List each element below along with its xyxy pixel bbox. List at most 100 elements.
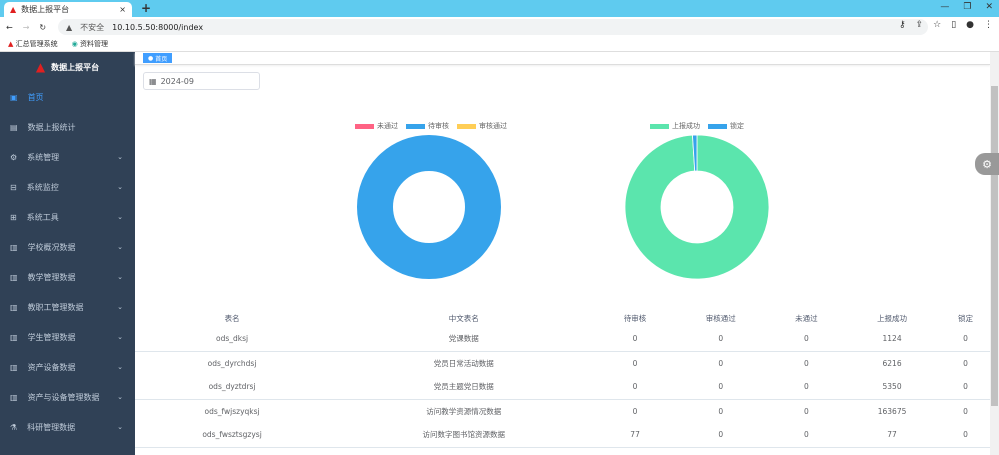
chevron-down-icon: ⌄ (117, 213, 123, 221)
scrollbar-thumb[interactable] (991, 86, 998, 406)
legend-label: 待审核 (428, 122, 449, 130)
table-row: ods_fwsztsgzysj 访问数字图书馆资源数据 77 0 0 77 0 (135, 423, 990, 448)
close-tab-icon[interactable]: × (119, 5, 126, 14)
share-icon[interactable]: ⇪ (915, 20, 924, 30)
table-row: ods_dksj 党课数据 0 0 0 1124 0 (135, 327, 990, 352)
sidebar-item-label: 系统监控 (26, 182, 59, 192)
chart-icon: ▥ (10, 242, 18, 252)
bookmark[interactable]: ◉ 资料管理 (72, 39, 108, 49)
menu-icon[interactable]: ⋮ (984, 20, 993, 30)
profile-icon[interactable]: ● (966, 20, 974, 30)
main-content: ● 首页 ▦ 2024-09 未通过 待审核 审核通过 上报成功 锁定 表名 中文表名 待审核… (135, 52, 990, 455)
bookmark[interactable]: ▲ 汇总管理系统 (8, 39, 58, 49)
table-cell: 党员主题党日数据 (329, 375, 599, 400)
chart-icon: ▥ (10, 362, 18, 372)
sidebar: ▲ 数据上报平台 ▣ 首页 ▤ 数据上报统计 ⚙ 系统管理 ⌄ ⊟ 系统监控 ⌄ ⊞ 系统工具 ⌄ ▥ 学校概… (0, 52, 135, 455)
chevron-down-icon: ⌄ (117, 243, 123, 251)
legend-item[interactable]: 锁定 (708, 121, 744, 131)
table-cell: 0 (769, 423, 844, 448)
data-table: 表名 中文表名 待审核 审核通过 未通过 上报成功 锁定 ods_dksj 党课数据 0 0 0 11… (135, 309, 990, 448)
legend-label: 上报成功 (672, 122, 700, 130)
reload-icon[interactable]: ↻ (39, 22, 47, 32)
sidebar-item-label: 系统工具 (26, 212, 59, 222)
back-icon[interactable]: ← (6, 22, 13, 32)
tag-home[interactable]: ● 首页 (143, 53, 173, 63)
table-cell: 0 (598, 375, 672, 400)
browser-tab-bar: ▲ 数据上报平台 × + — ❐ ✕ (0, 0, 999, 17)
legend-swatch (457, 123, 476, 129)
table-cell: 访问数字图书馆资源数据 (329, 423, 599, 448)
legend-item[interactable]: 审核通过 (457, 121, 507, 131)
sidepanel-icon[interactable]: ▯ (951, 20, 957, 30)
sidebar-item[interactable]: ▥ 学校概况数据 ⌄ (0, 232, 135, 262)
column-header: 待审核 (623, 313, 647, 323)
legend-swatch (650, 123, 669, 129)
sidebar-item[interactable]: ⊟ 系统监控 ⌄ (0, 172, 135, 202)
table-cell: 0 (632, 406, 638, 416)
app-title: 数据上报平台 (51, 62, 100, 72)
sidebar-item[interactable]: ▤ 数据上报统计 (0, 112, 135, 142)
logo-icon: ▲ (35, 60, 46, 74)
donut-slice[interactable] (692, 134, 698, 172)
sidebar-item[interactable]: ▥ 学生管理数据 ⌄ (0, 322, 135, 352)
table-cell: 0 (671, 375, 770, 400)
minimize-icon[interactable]: — (940, 2, 950, 12)
bookmark-logo-icon: ▲ (8, 40, 14, 48)
table-cell: ods_fwsztsgzysj (135, 423, 330, 448)
month-picker[interactable]: ▦ 2024-09 (143, 72, 260, 90)
sidebar-item[interactable]: ⚗ 科研管理数据 ⌄ (0, 412, 135, 442)
sidebar-item[interactable]: ▥ 教职工管理数据 ⌄ (0, 292, 135, 322)
key-icon[interactable]: ⚷ (898, 20, 906, 30)
column-header: 表名 (224, 313, 240, 323)
settings-gear-button[interactable]: ⚙ (975, 153, 999, 175)
url-field[interactable]: ▲ 不安全 10.10.5.50:8000/index (58, 19, 928, 35)
scrollbar[interactable] (990, 52, 999, 455)
browser-tab[interactable]: ▲ 数据上报平台 × (4, 2, 132, 17)
table-cell: 0 (941, 423, 990, 448)
gear-icon: ⚙ (982, 157, 992, 171)
flask-icon: ⚗ (10, 422, 18, 432)
sidebar-item-label: 教职工管理数据 (27, 302, 84, 312)
donut-chart-report (624, 134, 770, 280)
legend-label: 未通过 (377, 122, 398, 130)
sidebar-item[interactable]: ▥ 资产与设备管理数据 ⌄ (0, 382, 135, 412)
sidebar-item-label: 首页 (27, 92, 44, 102)
table-cell: 0 (671, 423, 770, 448)
warning-icon: ▲ (66, 22, 73, 32)
legend-item[interactable]: 待审核 (406, 121, 449, 131)
dashboard-icon: ▣ (10, 92, 18, 102)
security-label: 不安全 (80, 22, 105, 32)
table-cell: 163675 (877, 406, 907, 416)
new-tab-button[interactable]: + (141, 1, 152, 15)
close-window-icon[interactable]: ✕ (985, 2, 993, 12)
sidebar-item[interactable]: ▥ 教学管理数据 ⌄ (0, 262, 135, 292)
address-bar-row: ← → ↻ ▲ 不安全 10.10.5.50:8000/index ⚷ ⇪ ☆ ▯ ● ⋮ (0, 17, 999, 37)
tag-label: 首页 (155, 55, 168, 63)
tool-icon: ⊞ (10, 212, 17, 222)
sidebar-item[interactable]: ▥ 资产设备数据 ⌄ (0, 352, 135, 382)
column-header: 上报成功 (877, 313, 908, 323)
forward-icon[interactable]: → (22, 22, 30, 32)
chevron-down-icon: ⌄ (117, 393, 123, 401)
donut-slice[interactable] (624, 134, 770, 280)
chevron-down-icon: ⌄ (117, 303, 123, 311)
chevron-down-icon: ⌄ (117, 363, 123, 371)
star-icon[interactable]: ☆ (933, 20, 942, 30)
sidebar-item[interactable]: ⊞ 系统工具 ⌄ (0, 202, 135, 232)
table-cell: 0 (963, 406, 968, 416)
sidebar-item[interactable]: ⚙ 系统管理 ⌄ (0, 142, 135, 172)
donut-slice[interactable] (357, 135, 501, 279)
column-header: 锁定 (958, 313, 973, 323)
sidebar-item[interactable]: ▣ 首页 (0, 82, 135, 112)
maximize-icon[interactable]: ❐ (963, 2, 972, 12)
table-cell: 6216 (882, 358, 902, 368)
table-cell: 访问教学资源情况数据 (426, 406, 502, 416)
table-cell: 0 (963, 358, 968, 368)
chart-icon: ▥ (10, 302, 18, 312)
table-cell: 0 (941, 375, 990, 400)
column-header: 审核通过 (705, 313, 736, 323)
sidebar-item-label: 科研管理数据 (27, 422, 76, 432)
legend-item[interactable]: 上报成功 (650, 121, 700, 131)
url-text: 10.10.5.50:8000/index (112, 22, 204, 32)
legend-item[interactable]: 未通过 (355, 121, 398, 131)
